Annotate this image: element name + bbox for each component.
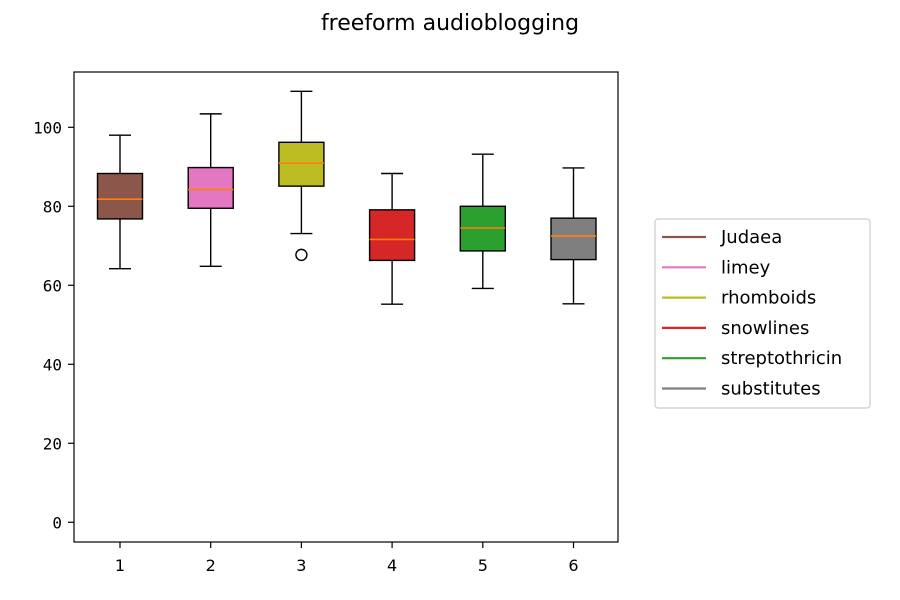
y-tick-label: 80 (43, 197, 62, 216)
legend-label: Judaea (720, 227, 782, 248)
legend-label: rhomboids (721, 288, 816, 309)
box-body (368, 209, 416, 262)
legend-frame (654, 218, 871, 409)
box-streptothricin (459, 153, 506, 290)
x-axis: 1 2 3 4 5 6 (115, 542, 579, 575)
y-tick-label: 0 (52, 513, 62, 532)
plot-area (74, 72, 618, 542)
x-tick-label: 4 (387, 556, 397, 575)
y-tick-label: 40 (43, 355, 62, 374)
outlier-point (295, 248, 308, 262)
x-tick-label: 5 (478, 556, 488, 575)
box-body (187, 166, 234, 209)
x-tick-label: 6 (568, 556, 578, 575)
y-tick-label: 100 (33, 118, 62, 137)
y-tick-label: 60 (43, 276, 62, 295)
plot-frame (73, 71, 619, 543)
legend-label: snowlines (721, 318, 809, 339)
box-body (96, 172, 144, 220)
legend: Judaea limey rhomboids snowlines streptothri… (654, 218, 871, 409)
box-snowlines (368, 172, 416, 305)
x-tick-label: 3 (296, 556, 306, 575)
box-limey (187, 113, 234, 268)
x-tick-label: 1 (115, 556, 125, 575)
y-tick-label: 20 (43, 434, 62, 453)
boxes-layer (96, 90, 597, 305)
legend-label: streptothricin (721, 348, 842, 369)
chart-title: freeform audioblogging (321, 11, 579, 36)
y-axis: 0 20 40 60 80 100 (33, 118, 74, 532)
box-body (278, 141, 325, 187)
box-rhomboids (278, 90, 325, 262)
legend-label: limey (721, 257, 771, 278)
box-body (550, 217, 597, 261)
box-substitutes (550, 167, 597, 305)
box-judaea (96, 134, 144, 270)
x-tick-label: 2 (206, 556, 216, 575)
legend-label: substitutes (721, 379, 821, 400)
